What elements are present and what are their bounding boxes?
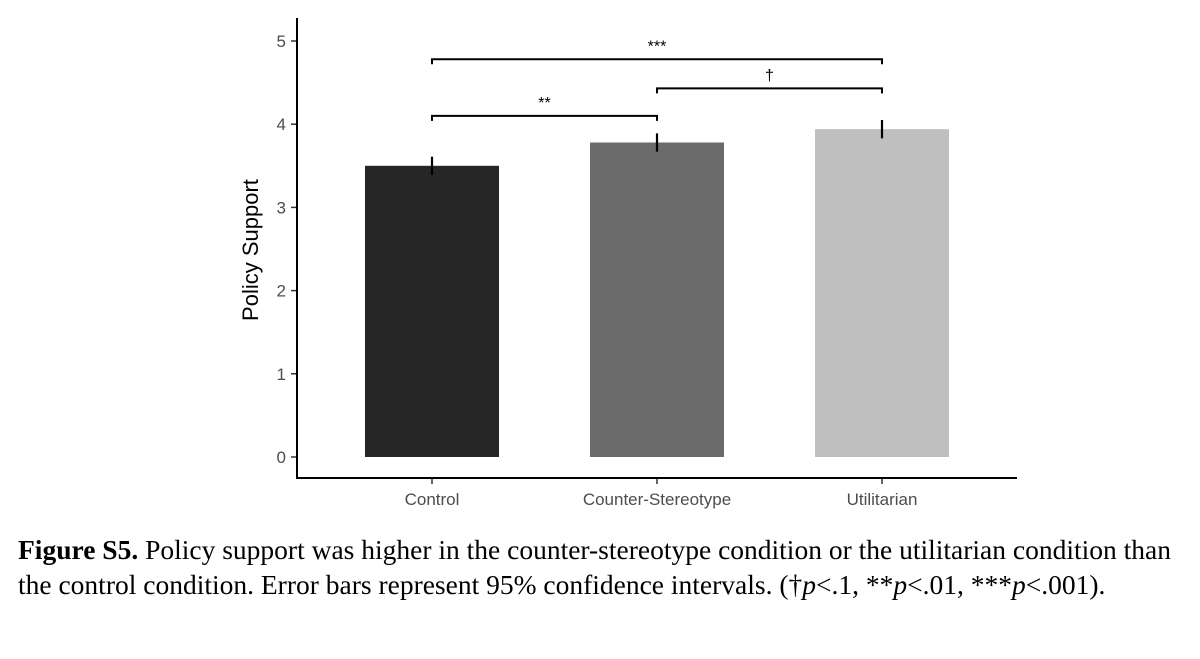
bar <box>590 142 724 457</box>
threshold-text: <.1, <box>815 569 866 600</box>
double-star: ** <box>865 569 894 600</box>
bar <box>815 129 949 457</box>
threshold-text: <.001). <box>1025 569 1106 600</box>
y-tick-label: 4 <box>277 115 286 134</box>
p-symbol: p <box>1012 569 1026 600</box>
x-tick-label: Control <box>405 490 460 509</box>
y-axis-ticks: 0 1 2 3 4 5 <box>277 32 297 467</box>
p-symbol: p <box>893 569 908 600</box>
p-symbol: p <box>802 569 816 600</box>
dagger-symbol: † <box>788 569 803 600</box>
y-tick-label: 0 <box>277 448 286 467</box>
bar-chart: 0 1 2 3 4 5 ** † *** Control Counter-Stereotype U… <box>238 18 1017 509</box>
figure-label: Figure S5. <box>18 534 139 565</box>
y-tick-label: 3 <box>277 198 286 217</box>
caption-text: Policy support was higher in the counter… <box>18 534 1171 600</box>
threshold-text: <.01, <box>907 569 971 600</box>
triple-star: *** <box>970 569 1013 600</box>
significance-bracket <box>656 87 883 94</box>
significance-label: *** <box>648 38 667 55</box>
significance-bracket <box>431 58 883 65</box>
x-tick-label: Counter-Stereotype <box>583 490 731 509</box>
figure-caption: Figure S5. Policy support was higher in … <box>18 532 1188 602</box>
error-bars <box>430 120 884 175</box>
bar <box>365 165 499 458</box>
y-tick-label: 1 <box>277 365 286 384</box>
x-axis-ticks: Control Counter-Stereotype Utilitarian <box>405 478 918 509</box>
x-tick-label: Utilitarian <box>847 490 918 509</box>
significance-label: † <box>765 67 774 84</box>
y-tick-label: 2 <box>277 282 286 301</box>
y-axis-title: Policy Support <box>238 179 263 321</box>
bars <box>365 129 949 458</box>
significance-brackets: ** † *** <box>431 38 883 121</box>
y-tick-label: 5 <box>277 32 286 51</box>
significance-label: ** <box>538 95 550 112</box>
significance-bracket <box>431 114 658 121</box>
